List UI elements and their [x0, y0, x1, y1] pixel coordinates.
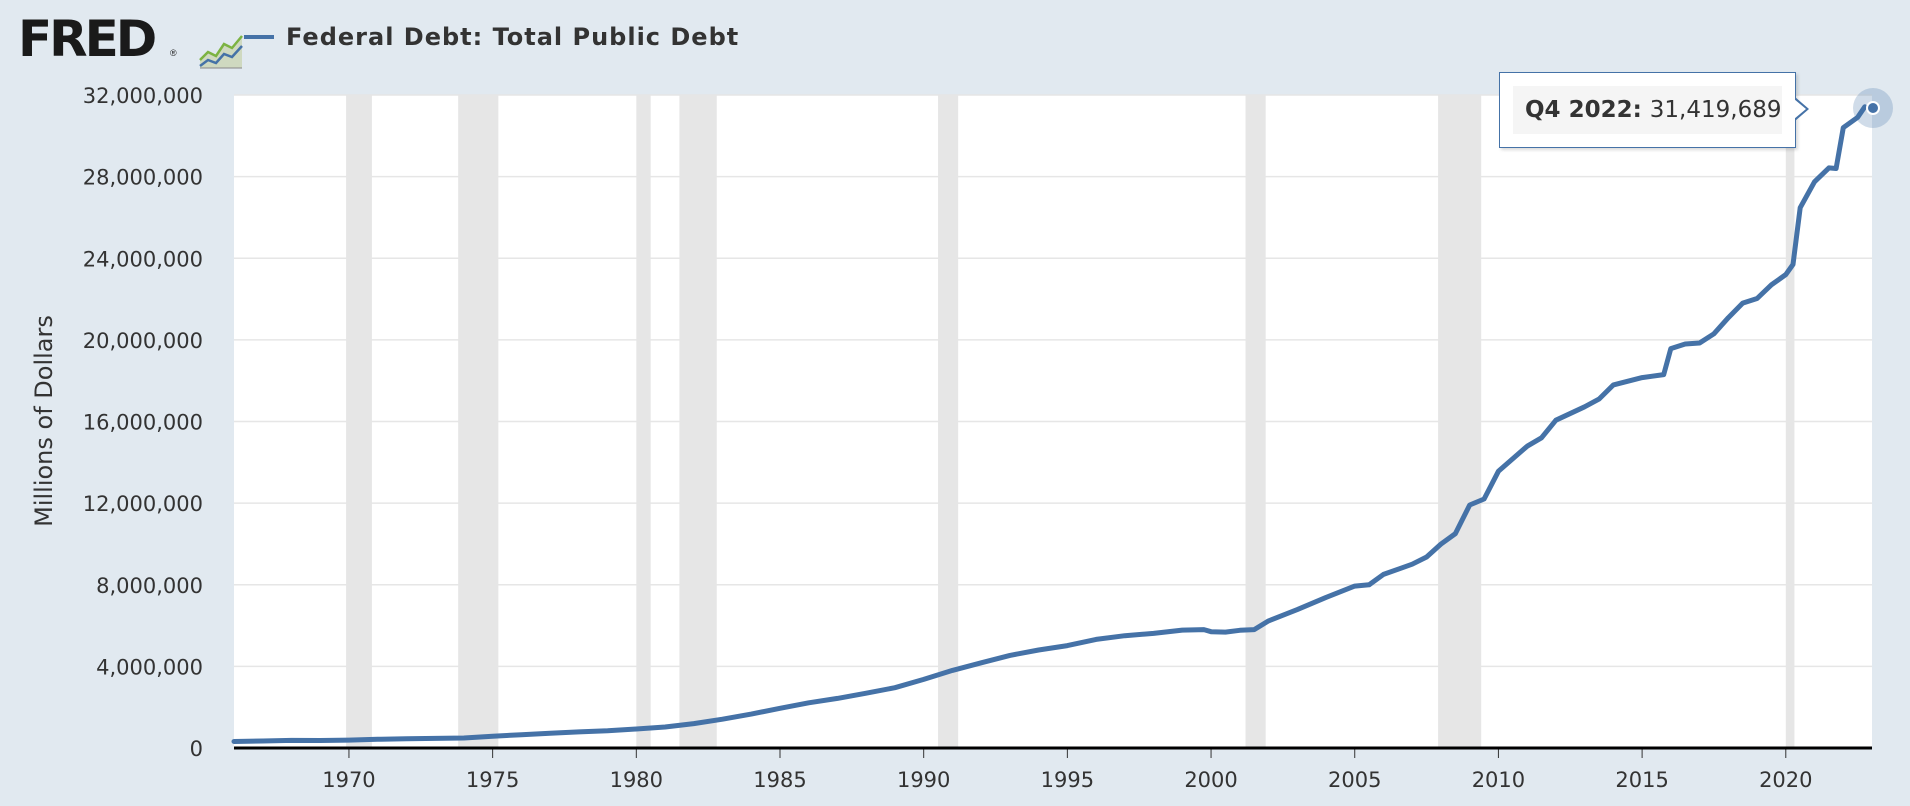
fred-logo[interactable]: FRED ®	[18, 10, 244, 70]
chart-header: FRED ® Federal Debt: Total Public Debt	[0, 0, 1910, 80]
x-tick-label: 2005	[1328, 768, 1381, 792]
y-tick-label: 24,000,000	[83, 247, 203, 271]
x-tick-label: 2020	[1759, 768, 1812, 792]
y-tick-label: 32,000,000	[83, 84, 203, 108]
y-axis-title: Millions of Dollars	[30, 315, 58, 527]
x-tick-label: 2015	[1615, 768, 1668, 792]
tooltip-content: Q4 2022: 31,419,689	[1513, 86, 1782, 134]
x-tick-label: 1980	[610, 768, 663, 792]
data-tooltip: Q4 2022: 31,419,689	[1499, 72, 1796, 148]
legend-series-label: Federal Debt: Total Public Debt	[286, 23, 740, 51]
x-tick-label: 1990	[897, 768, 950, 792]
y-tick-label: 20,000,000	[83, 329, 203, 353]
x-tick-label: 2010	[1472, 768, 1525, 792]
chart-legend[interactable]: Federal Debt: Total Public Debt	[244, 20, 739, 54]
y-tick-label: 12,000,000	[83, 492, 203, 516]
gridlines	[234, 94, 1872, 668]
tooltip-pointer-fill	[1794, 99, 1806, 119]
tooltip-value: 31,419,689	[1649, 97, 1782, 123]
y-tick-label: 0	[190, 737, 203, 761]
line-chart-icon	[198, 30, 244, 70]
x-tick-label: 1995	[1041, 768, 1094, 792]
logo-wordmark: FRED	[18, 10, 157, 68]
y-tick-label: 28,000,000	[83, 166, 203, 190]
y-axis-labels: 0 4,000,000 8,000,000 12,000,000 16,000,000 2…	[83, 84, 203, 761]
y-tick-label: 8,000,000	[96, 574, 203, 598]
x-tick-label: 1970	[322, 768, 375, 792]
legend-swatch	[244, 35, 274, 39]
x-axis-labels: 1970 1975 1980 1985 1990 1995 2000 2005 2010 2015…	[322, 748, 1813, 792]
x-tick-label: 1975	[466, 768, 519, 792]
hover-point[interactable]	[1866, 101, 1880, 115]
y-tick-label: 4,000,000	[96, 655, 203, 679]
registered-mark: ®	[170, 48, 177, 58]
y-tick-label: 16,000,000	[83, 411, 203, 435]
x-tick-label: 2000	[1184, 768, 1237, 792]
series-line[interactable]	[231, 104, 1868, 744]
tooltip-period: Q4 2022:	[1525, 97, 1642, 123]
x-tick-label: 1985	[753, 768, 806, 792]
